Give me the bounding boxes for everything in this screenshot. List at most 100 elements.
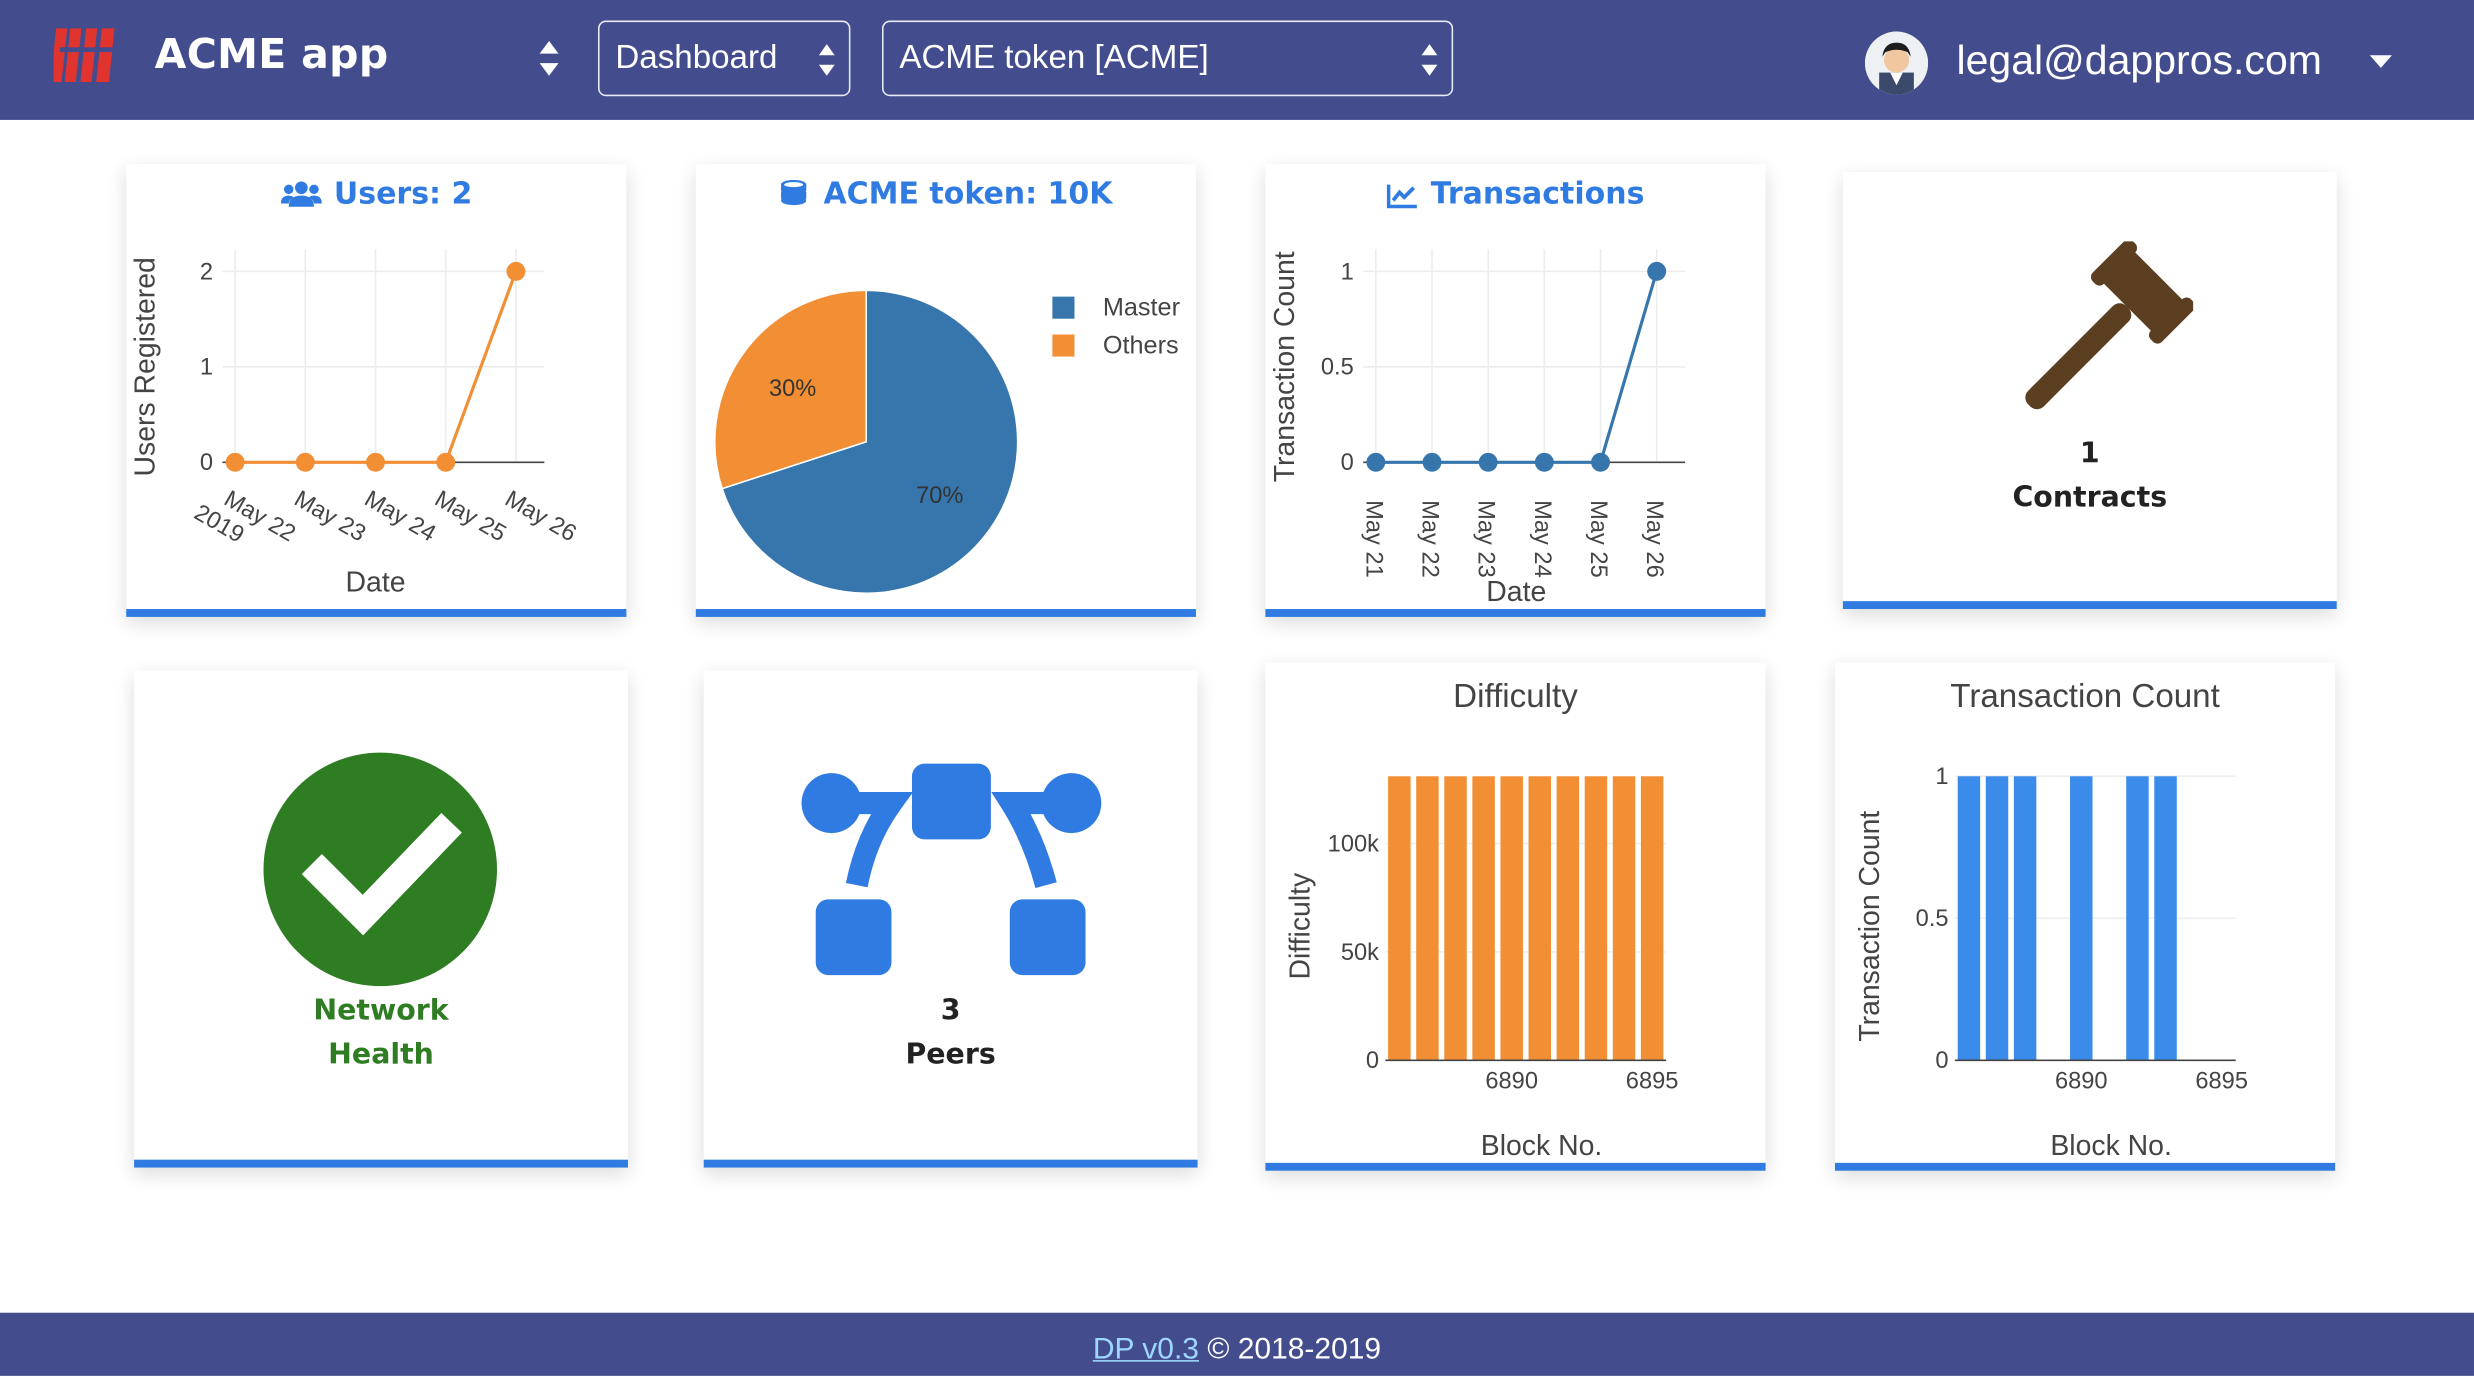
y-tick-label: 50k — [1341, 940, 1379, 966]
network-health-label-line1: Network — [313, 994, 449, 1028]
network-peers-icon — [801, 763, 1102, 976]
bar — [1472, 776, 1495, 1061]
view-select-value: Dashboard — [615, 39, 778, 76]
view-select[interactable]: Dashboard — [597, 20, 851, 97]
peers-card[interactable]: 3 Peers — [703, 670, 1198, 1168]
x-tick-label: May 26 — [500, 486, 580, 547]
pie-slice — [713, 289, 868, 490]
legend-swatch — [1052, 296, 1075, 319]
x-tick-label: May 222019 — [190, 477, 300, 571]
y-axis-title: Transaction Count — [1269, 251, 1301, 482]
tx-count-title: Transaction Count — [1950, 678, 2220, 715]
top-navbar: ACME app Dashboard ACME token [ACME] — [0, 0, 2474, 120]
x-tick-label: May 22 — [1417, 500, 1443, 578]
app-name[interactable]: ACME app — [154, 31, 389, 79]
bar — [1500, 776, 1523, 1061]
data-point — [1647, 261, 1667, 281]
y-tick-label: 100k — [1328, 831, 1379, 857]
x-tick-label: May 26 — [1641, 500, 1667, 578]
bar — [1528, 776, 1552, 1061]
user-email: legal@dappros.com — [1956, 36, 2322, 84]
bar — [1640, 776, 1664, 1061]
copyright-text: © 2018-2019 — [1207, 1333, 1382, 1367]
transactions-card-title: Transactions — [1265, 177, 1765, 211]
bar — [1584, 776, 1608, 1061]
data-point — [1591, 452, 1610, 472]
pie-slice — [721, 289, 1019, 594]
x-tick-label: 6895 — [1626, 1069, 1679, 1095]
contracts-count: 1 — [2079, 437, 2100, 471]
y-axis-title: Transaction Count — [1854, 811, 1886, 1042]
y-tick-label: 0.5 — [1321, 355, 1354, 381]
bar — [2126, 776, 2149, 1061]
x-tick-label: May 23 — [1473, 500, 1499, 578]
token-card-title: ACME token: 10K — [696, 177, 1196, 211]
contracts-label: Contracts — [2012, 481, 2168, 515]
data-point — [295, 452, 315, 472]
users-card-title: Users: 2 — [126, 177, 626, 211]
transactions-card: Transactions 0 0.5 1 May 21 May 22 May 23 May … — [1265, 164, 1766, 617]
y-tick-label: 1 — [1341, 259, 1354, 285]
data-point — [1478, 452, 1498, 472]
x-tick-label: May 21 — [1360, 500, 1386, 578]
x-tick-label: May 25 — [1585, 500, 1611, 578]
bar — [1985, 776, 2009, 1061]
app-switcher-arrows-icon[interactable] — [536, 38, 561, 79]
token-select-value: ACME token [ACME] — [899, 39, 1209, 76]
bar — [1416, 776, 1439, 1061]
footer: DP v0.3 © 2018-2019 — [0, 1312, 2474, 1376]
data-point — [506, 261, 526, 281]
bar — [1556, 776, 1580, 1061]
select-arrows-icon — [818, 44, 835, 76]
chevron-down-icon — [2369, 55, 2392, 68]
check-circle-icon — [263, 752, 498, 987]
bar — [2070, 776, 2093, 1061]
peers-count: 3 — [940, 994, 961, 1028]
tx-count-bar-chart: 0 0.5 1 6890 6895 Block No. Transaction Count — [1854, 764, 2248, 1162]
difficulty-card: Difficulty 0 50k 100k 6890 6895 Block No. Diff… — [1265, 662, 1766, 1171]
legend-label: Master — [1103, 294, 1180, 322]
bar — [1957, 776, 1981, 1061]
network-health-card[interactable]: Network Health — [134, 670, 628, 1168]
x-tick-label: May 25 — [430, 486, 510, 547]
version-link[interactable]: DP v0.3 — [1092, 1333, 1199, 1367]
y-tick-label: 0 — [1366, 1048, 1379, 1074]
network-health-label-line2: Health — [328, 1038, 434, 1072]
avatar — [1864, 31, 1929, 95]
data-point — [436, 452, 456, 472]
difficulty-bar-chart: 0 50k 100k 6890 6895 Block No. Difficulty — [1285, 776, 1679, 1162]
data-point — [1534, 452, 1554, 472]
token-select[interactable]: ACME token [ACME] — [881, 20, 1454, 97]
transactions-line-chart: 0 0.5 1 May 21 May 22 May 23 May 24 May 25 May 2… — [1269, 249, 1686, 608]
data-point — [366, 452, 385, 472]
bar — [1612, 776, 1636, 1061]
data-point — [1422, 452, 1442, 472]
users-card: Users: 2 0 1 2 May 222019 May 23 May 24 May 25… — [126, 164, 627, 617]
legend-label: Others — [1103, 331, 1179, 359]
x-tick-label: May 24 — [1529, 500, 1555, 578]
x-tick-label: 6890 — [1485, 1069, 1538, 1095]
x-tick-label: May 24 — [360, 486, 440, 547]
y-tick-label: 0.5 — [1916, 906, 1949, 932]
contracts-card[interactable]: 1 Contracts — [1842, 171, 2337, 610]
chart-line-icon — [1386, 184, 1417, 209]
legend-swatch — [1052, 334, 1075, 357]
y-tick-label: 0 — [1341, 450, 1354, 476]
x-axis-title: Date — [346, 567, 406, 599]
y-tick-label: 0 — [200, 450, 213, 476]
bar — [2013, 776, 2037, 1061]
bar — [1444, 776, 1467, 1061]
bar — [1388, 776, 1411, 1061]
x-tick-label: May 23 — [290, 486, 370, 547]
x-axis-title: Date — [1486, 576, 1546, 608]
tx-count-card: Transaction Count 0 0.5 1 6890 6895 Block No.… — [1834, 662, 2336, 1171]
acme-logo[interactable] — [53, 22, 127, 88]
users-icon — [280, 181, 322, 207]
x-tick-label: 6890 — [2055, 1069, 2108, 1095]
peers-label: Peers — [905, 1038, 996, 1072]
y-tick-label: 1 — [1935, 764, 1948, 790]
y-axis-title: Difficulty — [1285, 872, 1317, 980]
y-axis-title: Users Registered — [130, 257, 162, 476]
select-arrows-icon — [1421, 44, 1438, 76]
